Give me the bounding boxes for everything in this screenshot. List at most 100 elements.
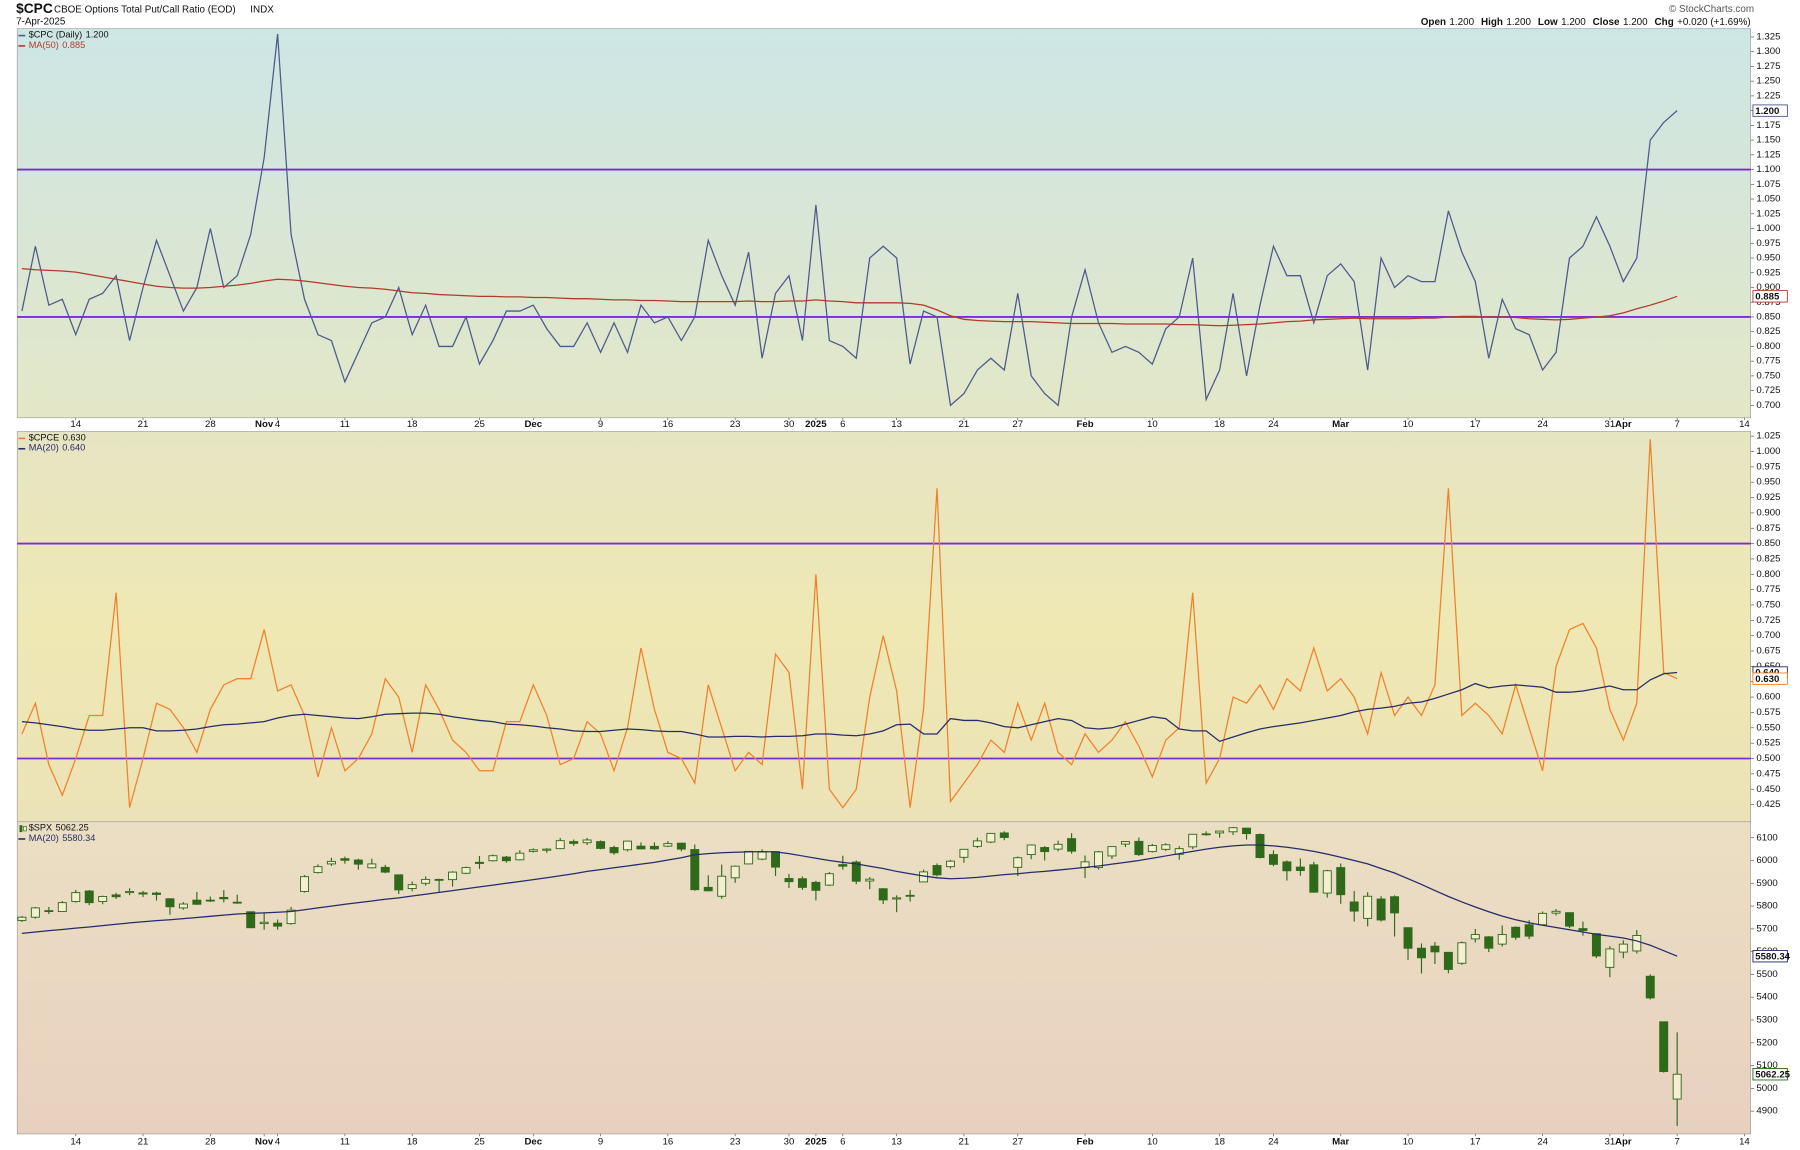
legend-value: 5062.25 — [56, 823, 89, 833]
candle-body — [1538, 912, 1548, 926]
candle-body — [1282, 861, 1292, 872]
candle-body — [1390, 896, 1400, 914]
candle-body — [596, 841, 606, 849]
candle-body — [1659, 1021, 1669, 1072]
y-tick-label: 0.900 — [1756, 282, 1780, 293]
y-tick-label: 1.300 — [1756, 46, 1780, 57]
legend-name: $CPCE — [29, 433, 60, 443]
candle-body — [259, 921, 269, 925]
x-tick-label: 9 — [598, 1137, 603, 1148]
candle-body — [1255, 834, 1265, 858]
candle-body — [1672, 1073, 1682, 1100]
y-tick-label: 0.725 — [1756, 385, 1780, 396]
series-line — [21, 267, 1678, 327]
legend-name: MA(50) — [29, 40, 59, 50]
quote-value: 1.200 — [1623, 16, 1648, 27]
x-tick-label: 30 — [784, 1137, 795, 1148]
value-tag-label: 5580.34 — [1755, 951, 1790, 962]
candle-body — [757, 851, 767, 860]
y-tick-label: 1.025 — [1756, 431, 1780, 442]
y-tick-label: 0.800 — [1756, 341, 1780, 352]
candle-body — [1201, 833, 1211, 836]
y-tick-label: 0.750 — [1756, 600, 1780, 611]
candle-body — [273, 922, 283, 927]
candle-body — [152, 892, 161, 895]
y-tick-label: 1.125 — [1756, 149, 1780, 160]
candle-body — [865, 878, 875, 882]
candle-body — [1322, 870, 1332, 894]
candle-body — [1134, 840, 1144, 856]
candle-body — [972, 840, 982, 847]
x-tick-label: 6 — [840, 419, 845, 430]
candle-body — [1161, 844, 1171, 850]
quote-value: 1.200 — [1506, 16, 1531, 27]
candle-body — [1416, 947, 1426, 959]
candle-body — [1578, 928, 1588, 931]
x-tick-label: 24 — [1268, 419, 1279, 430]
x-tick-label: 7 — [1674, 419, 1679, 430]
candle-body — [1268, 854, 1278, 865]
y-tick-label: 1.225 — [1756, 90, 1780, 101]
y-tick-label: 0.425 — [1756, 799, 1780, 810]
candle-body — [1120, 841, 1130, 845]
y-tick-label: 6000 — [1756, 855, 1777, 866]
candle-body — [623, 840, 632, 851]
candle-body — [125, 891, 135, 894]
x-tick-label: 4 — [275, 1137, 281, 1148]
y-tick-label: 5300 — [1756, 1015, 1777, 1026]
y-tick-label: 1.275 — [1756, 61, 1780, 72]
candle-body — [744, 850, 754, 865]
x-tick-label: 11 — [340, 1137, 350, 1148]
legend-entry: MA(20) 0.640 — [29, 443, 85, 453]
x-tick-label: 2025 — [805, 419, 827, 430]
candle-body — [192, 899, 202, 905]
y-tick-label: 5700 — [1756, 923, 1777, 934]
x-tick-label: Dec — [524, 419, 542, 430]
candle-body — [690, 849, 700, 891]
candle-body — [838, 864, 848, 867]
x-tick-label: 28 — [205, 1137, 216, 1148]
y-tick-label: 1.075 — [1756, 179, 1780, 190]
series-line — [21, 33, 1678, 407]
candle-body — [84, 890, 94, 904]
x-tick-label: 17 — [1470, 1137, 1481, 1148]
copyright: © StockCharts.com — [1669, 4, 1754, 15]
panel-background — [16, 28, 1751, 419]
candle-body — [851, 861, 861, 882]
candle-body — [1403, 927, 1413, 949]
x-tick-label: 23 — [730, 419, 741, 430]
x-tick-label: 24 — [1537, 1137, 1548, 1148]
legend-value: 1.200 — [86, 30, 109, 40]
legend-entry: $SPX 5062.25 — [29, 823, 89, 833]
legend-name: $CPC (Daily) — [29, 30, 83, 40]
y-tick-label: 1.250 — [1756, 76, 1780, 87]
legend-value: 0.630 — [63, 433, 86, 443]
candle-body — [1430, 945, 1440, 953]
value-tag — [1752, 1068, 1788, 1081]
x-tick-label: 24 — [1537, 419, 1548, 430]
x-tick-label: 2025 — [805, 1137, 827, 1148]
candle-body — [824, 873, 834, 886]
candle-body — [1645, 975, 1655, 999]
value-tag-label: 0.885 — [1755, 291, 1780, 302]
candle-body — [1363, 895, 1373, 919]
candle-body — [1188, 833, 1198, 848]
legend-swatch — [23, 826, 27, 832]
legend-name: MA(20) — [29, 833, 59, 843]
candle-body — [1295, 866, 1305, 871]
value-tag — [1752, 672, 1788, 685]
candle-body — [717, 875, 727, 897]
candle-body — [1242, 827, 1252, 835]
y-tick-label: 0.475 — [1756, 768, 1780, 779]
x-tick-label: 21 — [138, 1137, 149, 1148]
x-tick-label: 24 — [1268, 1137, 1279, 1148]
candle-body — [555, 840, 565, 850]
y-tick-label: 0.550 — [1756, 722, 1780, 733]
candle-body — [17, 916, 27, 921]
y-tick-label: 0.775 — [1756, 584, 1780, 595]
candle-body — [1094, 851, 1103, 869]
y-tick-label: 0.850 — [1756, 538, 1780, 549]
y-tick-label: 0.975 — [1756, 238, 1780, 249]
legend-name: MA(20) — [29, 443, 59, 453]
y-tick-label: 6100 — [1756, 832, 1777, 843]
